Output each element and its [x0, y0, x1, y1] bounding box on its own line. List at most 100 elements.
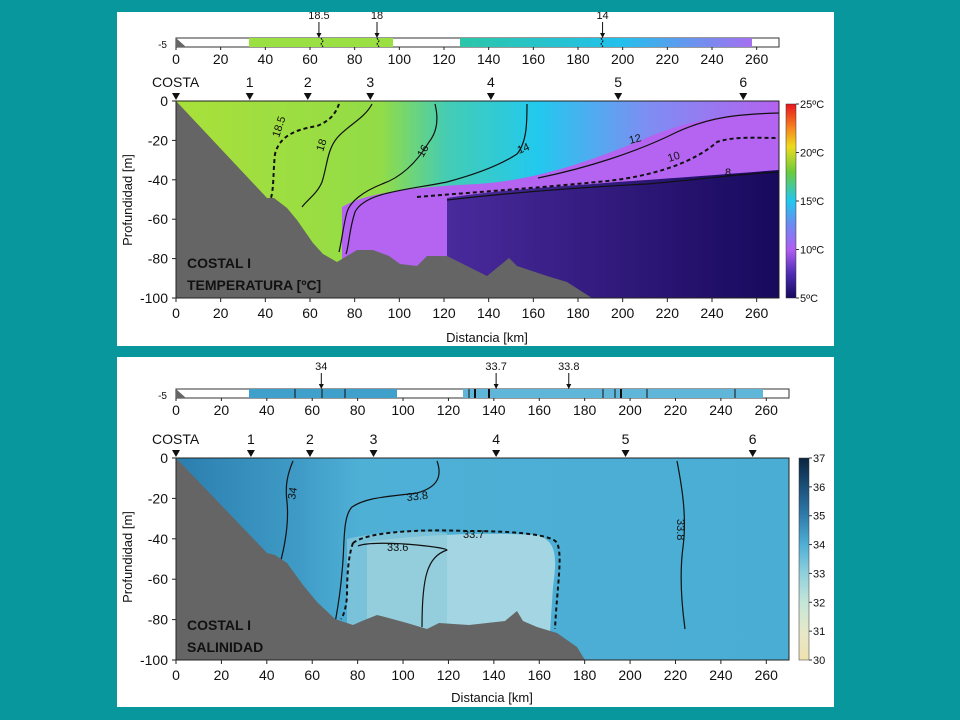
- seafloor-land: [176, 458, 585, 660]
- y-tick-label: -60: [148, 211, 168, 227]
- station-marker: [492, 450, 501, 457]
- colorbar: 25ºC 20ºC 15ºC 10ºC 5ºC: [785, 99, 824, 305]
- x-tick-label: 60: [304, 667, 320, 683]
- colorbar-label: 33: [813, 568, 825, 580]
- strip-tick-label: 60: [302, 51, 318, 67]
- x-axis-label: Distancia [km]: [446, 330, 528, 345]
- y-tick-label: -40: [148, 531, 168, 547]
- y-tick-label: 0: [160, 450, 168, 466]
- station-label: 4: [492, 431, 500, 447]
- x-tick-label: 20: [213, 305, 229, 321]
- x-ticks: 0 20 40 60 80 100 120 140 160 180 200 220 240 260: [172, 298, 769, 321]
- x-tick-label: 120: [432, 305, 456, 321]
- contour-label-33.8-east: 33.8: [674, 519, 686, 540]
- y-tick-label: -20: [148, 132, 168, 148]
- contour-label-12: 12: [628, 132, 643, 147]
- station-label: 1: [246, 74, 254, 90]
- strip-tick-label: 200: [611, 51, 635, 67]
- salinity-panel: -5 0 20 40 60 80 100 120 140 160 180 200 220 240 260 …: [117, 357, 834, 707]
- x-tick-label: 160: [522, 305, 546, 321]
- strip-tick-label: 160: [528, 402, 552, 418]
- y-tick-label: -80: [148, 612, 168, 628]
- station-label: 5: [622, 431, 630, 447]
- colorbar-label: 15ºC: [800, 196, 824, 208]
- x-tick-label: 100: [388, 305, 412, 321]
- y-tick-label: -100: [140, 290, 168, 306]
- x-tick-label: 80: [347, 305, 363, 321]
- x-tick-label: 40: [259, 667, 275, 683]
- x-ticks: 0 20 40 60 80 100 120 140 160 180 200 220 240 260: [172, 660, 778, 683]
- station-marker: [486, 93, 495, 100]
- y-tick-label: -80: [148, 251, 168, 267]
- x-tick-label: 180: [566, 305, 590, 321]
- x-tick-label: 240: [700, 305, 724, 321]
- contour-label-33.6: 33.6: [387, 542, 408, 554]
- strip-tick-label: 20: [214, 402, 230, 418]
- contour-label-14: 14: [516, 141, 532, 157]
- strip-x-ticks: 0 20 40 60 80 100 120 140 160 180 200 220 240 260: [172, 398, 778, 418]
- strip-tick-label: 80: [350, 402, 366, 418]
- station-marker: [172, 93, 180, 100]
- station-markers: COSTA 1 2 3 4 5 6: [152, 431, 757, 457]
- station-marker: [246, 450, 255, 457]
- station-label: 3: [370, 431, 378, 447]
- strip-tick-label: 260: [745, 51, 769, 67]
- y-tick-label: -60: [148, 571, 168, 587]
- x-tick-label: 200: [618, 667, 642, 683]
- colorbar-label: 37: [813, 453, 825, 465]
- colorbar-label: 20ºC: [800, 148, 824, 160]
- strip-tick-label: 180: [566, 51, 590, 67]
- strip-contour-label: 34: [315, 361, 327, 373]
- strip-tick-label: 240: [709, 402, 733, 418]
- strip-tick-label: 180: [573, 402, 597, 418]
- strip-label-arrowhead: [566, 384, 572, 389]
- strip-tick-label: 160: [522, 51, 546, 67]
- strip-label-arrowhead: [374, 33, 380, 38]
- x-tick-label: 200: [611, 305, 635, 321]
- strip-tick-label: 100: [388, 51, 412, 67]
- y-tick-label: -40: [148, 172, 168, 188]
- station-marker: [614, 93, 623, 100]
- strip-contour-label: 18: [371, 12, 383, 22]
- contour-label-34: 34: [286, 486, 300, 500]
- strip-tick-label: 60: [304, 402, 320, 418]
- x-tick-label: 100: [391, 667, 415, 683]
- strip-tick-label: 20: [213, 51, 229, 67]
- strip-tick-label: 120: [437, 402, 461, 418]
- chart-title-line1: COSTAL I: [187, 255, 251, 271]
- station-label: COSTA: [152, 74, 200, 90]
- strip-label-arrowhead: [318, 384, 324, 389]
- temperature-section-chart: -5 0 20 40 60 80 100 120 140 160 180 200 220 240 260 …: [120, 12, 824, 345]
- station-marker: [305, 450, 314, 457]
- contour-label-33.8: 33.8: [406, 490, 429, 504]
- chart-title-line2: SALINIDAD: [187, 639, 263, 655]
- temperature-field: [176, 101, 779, 298]
- strip-tick-label: 40: [258, 51, 274, 67]
- strip-tick-label: 0: [172, 402, 180, 418]
- colorbar-label: 34: [813, 540, 825, 552]
- strip-x-ticks: 0 20 40 60 80 100 120 140 160 180 200 220 240 260: [172, 47, 769, 67]
- x-tick-label: 260: [755, 667, 779, 683]
- x-axis-label: Distancia [km]: [451, 690, 533, 705]
- y-ticks: 0 -20 -40 -60 -80 -100: [140, 450, 176, 668]
- strip-tick-label: 140: [482, 402, 506, 418]
- x-tick-label: 40: [258, 305, 274, 321]
- chart-title-line1: COSTAL I: [187, 617, 251, 633]
- colorbar-label: 32: [813, 597, 825, 609]
- strip-tick-label: 240: [700, 51, 724, 67]
- strip-tick-label: 220: [656, 51, 680, 67]
- x-tick-label: 80: [350, 667, 366, 683]
- strip-tick-label: 220: [664, 402, 688, 418]
- x-tick-label: 220: [656, 305, 680, 321]
- x-tick-label: 0: [172, 305, 180, 321]
- temperature-panel: -5 0 20 40 60 80 100 120 140 160 180 200 220 240 260 …: [117, 12, 834, 346]
- station-label: 2: [306, 431, 314, 447]
- strip-contour-label: 33.8: [558, 361, 579, 373]
- salinity-section-chart: -5 0 20 40 60 80 100 120 140 160 180 200 220 240 260 …: [120, 361, 825, 705]
- station-marker: [303, 93, 312, 100]
- contour-label-18: 18: [314, 138, 329, 153]
- colorbar-label: 35: [813, 511, 825, 523]
- y-tick-label: -100: [140, 652, 168, 668]
- colorbar-label: 36: [813, 482, 825, 494]
- station-marker: [172, 450, 180, 457]
